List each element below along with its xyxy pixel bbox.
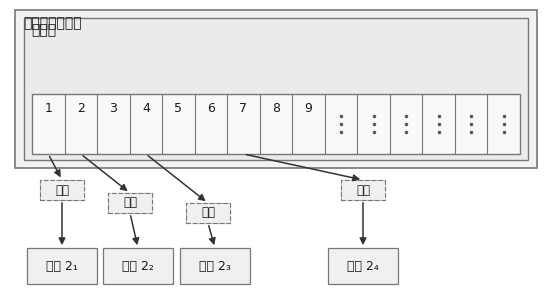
Bar: [328, 248, 398, 284]
Text: 调度: 调度: [201, 207, 215, 220]
Bar: [186, 203, 230, 223]
Text: 标签 2₁: 标签 2₁: [46, 260, 78, 272]
Text: 调度: 调度: [123, 196, 137, 209]
Bar: [341, 180, 385, 200]
Bar: [103, 248, 173, 284]
Text: 调度: 调度: [55, 184, 69, 196]
Bar: [108, 193, 152, 213]
Bar: [40, 180, 84, 200]
Text: 6: 6: [207, 102, 215, 115]
Text: 标签 2₄: 标签 2₄: [347, 260, 379, 272]
Text: 无线射频传感器: 无线射频传感器: [23, 16, 81, 30]
Text: 标签 2₂: 标签 2₂: [122, 260, 154, 272]
Bar: [24, 18, 528, 160]
Bar: [180, 248, 250, 284]
Text: 7: 7: [239, 102, 248, 115]
Text: 8: 8: [272, 102, 280, 115]
Text: 4: 4: [142, 102, 150, 115]
Text: 5: 5: [174, 102, 183, 115]
Bar: [27, 248, 97, 284]
Text: 1: 1: [45, 102, 52, 115]
Bar: [108, 193, 152, 213]
Bar: [40, 180, 84, 200]
Bar: [15, 10, 537, 168]
Text: 9: 9: [305, 102, 312, 115]
Bar: [341, 180, 385, 200]
Text: 3: 3: [109, 102, 117, 115]
Text: 调度: 调度: [356, 184, 370, 196]
Bar: [186, 203, 230, 223]
Text: 时间片: 时间片: [31, 23, 56, 37]
Text: 2: 2: [77, 102, 85, 115]
Text: 标签 2₃: 标签 2₃: [199, 260, 231, 272]
Bar: [32, 94, 520, 154]
